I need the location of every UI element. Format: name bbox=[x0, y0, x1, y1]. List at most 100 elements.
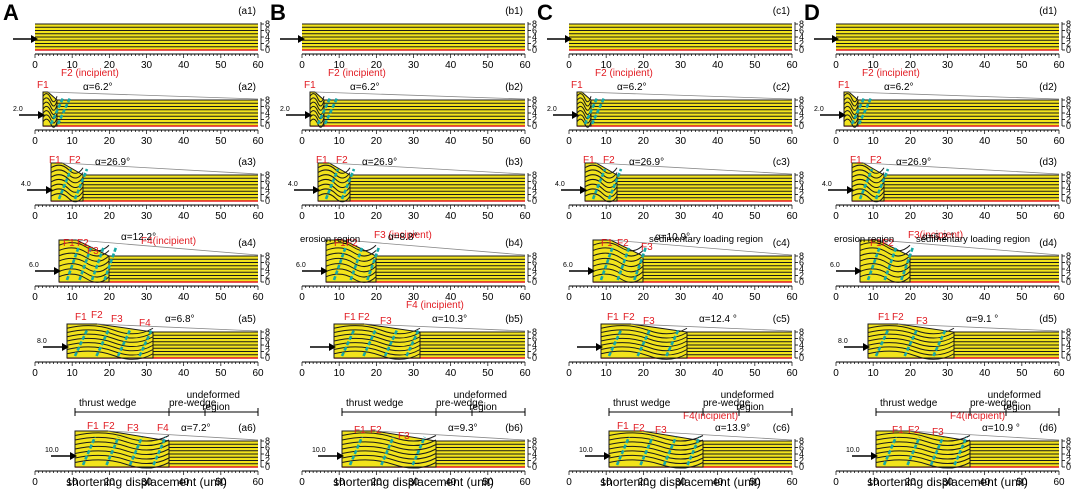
x-tick-label: 50 bbox=[215, 477, 227, 488]
y-tick-label: 6 bbox=[532, 26, 537, 36]
y-tick-label: 8 bbox=[1066, 19, 1071, 29]
fault-label: F2 bbox=[908, 425, 920, 436]
taper-line bbox=[364, 323, 526, 332]
folded-layer bbox=[608, 454, 704, 464]
y-tick-label: 2 bbox=[799, 456, 804, 466]
x-tick-label: 20 bbox=[638, 60, 650, 71]
x-tick-label: 20 bbox=[371, 211, 383, 222]
fault-label: F2 bbox=[91, 310, 103, 321]
folded-layer bbox=[592, 247, 644, 257]
y-tick-label: 6 bbox=[265, 177, 270, 187]
x-tick-label: 40 bbox=[712, 211, 724, 222]
x-tick-label: 30 bbox=[408, 136, 420, 147]
x-tick-label: 60 bbox=[252, 292, 264, 303]
arrow-head bbox=[46, 186, 53, 194]
taper-line bbox=[908, 430, 1060, 441]
taper-angle: α=12.2° bbox=[121, 232, 156, 243]
panel-label: (c1) bbox=[773, 6, 790, 17]
y-tick-label: 6 bbox=[1066, 26, 1071, 36]
x-tick-label: 40 bbox=[979, 211, 991, 222]
arrow-head bbox=[38, 111, 45, 119]
folded-layer bbox=[309, 97, 325, 107]
y-tick-label: 2 bbox=[265, 190, 270, 200]
fault-label: F3 bbox=[398, 431, 410, 442]
folded-layer bbox=[608, 432, 704, 442]
y-tick-label: 8 bbox=[532, 19, 537, 29]
fault-trace bbox=[128, 436, 144, 466]
panel-label: (c5) bbox=[773, 314, 790, 325]
y-tick-label: 2 bbox=[532, 190, 537, 200]
folded-layer bbox=[50, 188, 84, 198]
x-tick-label: 0 bbox=[566, 60, 572, 71]
y-tick-label: 8 bbox=[265, 251, 270, 261]
taper-angle: α=6.2 ° bbox=[922, 232, 954, 243]
fault-label: F2 bbox=[623, 312, 635, 323]
y-tick-label: 0 bbox=[532, 462, 537, 472]
x-tick-label: 30 bbox=[141, 211, 153, 222]
x-tick-label: 40 bbox=[979, 292, 991, 303]
panel-label: (b6) bbox=[505, 423, 523, 434]
x-tick-label: 10 bbox=[67, 292, 79, 303]
fault-trace bbox=[366, 245, 381, 281]
y-tick-label: 8 bbox=[265, 436, 270, 446]
fault-label: F1 bbox=[37, 80, 49, 91]
x-tick-label: 40 bbox=[712, 60, 724, 71]
arrow-head bbox=[832, 35, 839, 43]
y-tick-label: 0 bbox=[1066, 196, 1071, 206]
push-distance: 8.0 bbox=[37, 338, 47, 345]
fault-trace bbox=[882, 436, 898, 466]
fault-trace bbox=[340, 329, 356, 357]
push-distance: 2.0 bbox=[547, 106, 557, 113]
fault-trace bbox=[383, 329, 399, 357]
fault-label: F1 bbox=[344, 312, 356, 323]
fault-label: F1 bbox=[850, 155, 862, 166]
fault-label: F2 (incipient) bbox=[595, 68, 653, 79]
region-thrust-wedge: thrust wedge bbox=[880, 398, 938, 409]
y-tick-label: 0 bbox=[799, 45, 804, 55]
fault-trace bbox=[906, 436, 921, 466]
folded-layer bbox=[851, 174, 885, 184]
arrow-head bbox=[871, 452, 878, 460]
y-tick-label: 0 bbox=[1066, 462, 1071, 472]
x-tick-label: 10 bbox=[601, 292, 613, 303]
push-distance: 4.0 bbox=[822, 181, 832, 188]
x-tick-label: 10 bbox=[868, 211, 880, 222]
fault-label: F1 bbox=[87, 421, 99, 432]
taper-line bbox=[343, 239, 526, 256]
x-tick-label: 60 bbox=[519, 211, 531, 222]
fault-trace bbox=[858, 168, 874, 200]
arrow-head bbox=[321, 267, 328, 275]
x-tick-label: 20 bbox=[905, 292, 917, 303]
y-tick-label: 2 bbox=[799, 115, 804, 125]
x-tick-label: 30 bbox=[942, 60, 954, 71]
fault-label: F1 bbox=[607, 312, 619, 323]
x-tick-label: 20 bbox=[638, 368, 650, 379]
fault-trace bbox=[65, 245, 81, 281]
x-tick-label: 0 bbox=[566, 477, 572, 488]
folded-layer bbox=[74, 459, 170, 469]
fault-label: F4 bbox=[139, 318, 151, 329]
push-distance: 10.0 bbox=[45, 447, 59, 454]
fault-label: F1 bbox=[63, 238, 75, 249]
fault-label: F3 bbox=[932, 427, 944, 438]
folded-layer bbox=[608, 441, 704, 451]
fault-trace bbox=[380, 436, 395, 466]
folded-layer bbox=[317, 164, 351, 174]
fault-label: F1 bbox=[892, 425, 904, 436]
x-tick-label: 40 bbox=[979, 60, 991, 71]
y-tick-label: 8 bbox=[799, 327, 804, 337]
y-tick-label: 6 bbox=[799, 177, 804, 187]
x-tick-label: 50 bbox=[215, 60, 227, 71]
panel-label: (c3) bbox=[773, 157, 790, 168]
push-distance: 6.0 bbox=[296, 262, 306, 269]
taper-line bbox=[107, 430, 259, 441]
taper-line bbox=[76, 239, 259, 256]
y-tick-label: 0 bbox=[265, 353, 270, 363]
taper-line bbox=[62, 162, 259, 175]
fault-label: F3 bbox=[641, 242, 653, 253]
y-tick-label: 0 bbox=[799, 277, 804, 287]
x-tick-label: 50 bbox=[215, 136, 227, 147]
